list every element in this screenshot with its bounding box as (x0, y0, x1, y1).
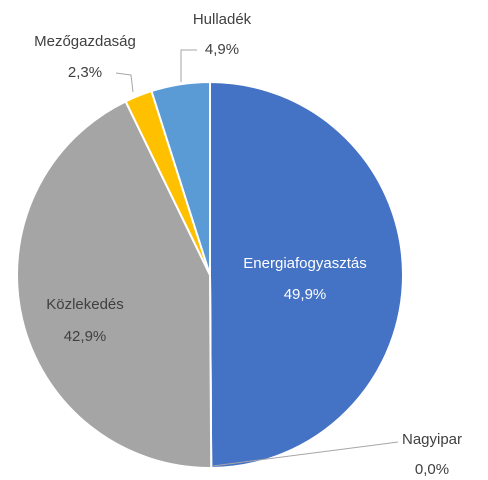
slice-label: Mezőgazdaság (34, 33, 136, 50)
slice-label: Energiafogyasztás (243, 255, 366, 272)
slice-value-label: 2,3% (68, 64, 102, 81)
slice-value-label: 42,9% (64, 328, 107, 345)
leader-line (115, 72, 134, 93)
leader-line (212, 441, 399, 467)
pie-slice (16, 100, 213, 469)
slice-value-label: 49,9% (284, 286, 327, 303)
slice-label: Nagyipar (402, 431, 462, 448)
leader-line (180, 49, 197, 82)
slice-value-label: 4,9% (205, 41, 239, 58)
slice-value-label: 0,0% (415, 461, 449, 478)
pie-slice (150, 80, 211, 276)
slice-label: Közlekedés (46, 296, 124, 313)
slice-label: Hulladék (193, 11, 252, 28)
pie-slice (209, 80, 404, 470)
